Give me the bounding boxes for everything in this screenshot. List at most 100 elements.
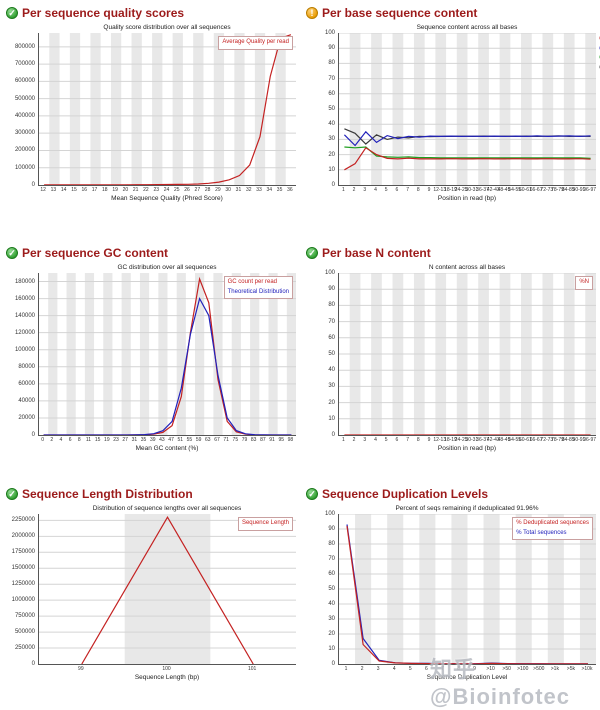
y-tick-label: 400000 (14, 112, 35, 119)
plot-title: Distribution of sequence lengths over al… (92, 505, 242, 512)
legend-entry: %T (599, 36, 600, 46)
y-tick-label: 50 (328, 586, 335, 592)
x-tick-label: 29 (215, 187, 221, 193)
x-tick-label: 27 (122, 437, 128, 443)
x-tick-label: 55 (186, 437, 193, 443)
x-tick-label: 24 (163, 187, 170, 193)
x-tick-label: 48-49 (497, 437, 511, 443)
x-tick-label: 101 (247, 666, 257, 672)
y-tick-label: 70 (328, 75, 335, 82)
x-tick-label: 95 (278, 437, 284, 443)
x-tick-label: 16 (81, 187, 88, 193)
x-tick-label: 35 (276, 187, 283, 193)
x-tick-label: 78-79 (551, 437, 564, 443)
chart-legend: Average Quality per read (218, 36, 293, 50)
x-tick-label: 2 (352, 187, 356, 193)
y-tick-label: 40 (328, 601, 335, 607)
y-tick-label: 1000000 (11, 597, 35, 604)
x-tick-label: 17 (91, 187, 98, 193)
x-tick-label: 87 (260, 437, 266, 443)
x-tick-label: 42-43 (486, 187, 500, 193)
x-tick-label: 79 (241, 437, 248, 443)
x-tick-label: 8 (77, 437, 81, 443)
legend-entry: Average Quality per read (222, 39, 289, 45)
legend-entry: % Deduplicated sequences (516, 520, 589, 526)
section-title: Per sequence quality scores (22, 6, 185, 20)
x-tick-label: 7 (406, 437, 409, 443)
x-tick-label: 6 (68, 437, 72, 443)
y-tick-label: 800000 (14, 43, 35, 50)
x-axis-ticks: 12 13 14 15 16 17 18 19 20 21 22 23 24 25 26 27 28 29 30 31… (38, 186, 296, 194)
chart-legend: %N (575, 276, 593, 290)
x-tick-label: 6 (424, 666, 428, 672)
plot-area: % Deduplicated sequences % Total sequence… (338, 514, 596, 665)
x-tick-label: 1 (341, 437, 345, 443)
legend-entry: %C (599, 46, 600, 56)
x-tick-label: 3 (363, 187, 367, 193)
legend-entry: %G (599, 65, 600, 75)
y-axis-labels: 0 250000 500000 750000 1000000 1250000 1500000… (6, 514, 38, 667)
chart-panel-per-sequence-gc-content: Per sequence GC content GC distribution … (0, 240, 300, 481)
y-tick-label: 700000 (14, 61, 35, 68)
x-tick-label: 84-85 (561, 187, 575, 193)
x-tick-label: 71 (223, 437, 229, 443)
x-tick-label: 28 (204, 187, 211, 193)
y-tick-label: 140000 (14, 312, 35, 319)
x-axis-label: Mean Sequence Quality (Phred Score) (111, 195, 223, 202)
watermark: 知乎 @Bioinfotec (430, 657, 571, 709)
x-tick-label: 100 (162, 666, 171, 672)
x-tick-label: 9 (427, 437, 431, 443)
plot-title: Percent of seqs remaining if deduplicate… (395, 505, 539, 512)
legend-entry: Theoretical Distribution (227, 288, 289, 295)
x-tick-label: 48-49 (497, 187, 511, 193)
x-tick-label: 96-97 (583, 437, 597, 443)
chart-panel-sequence-duplication-levels: Sequence Duplication Levels Percent of s… (300, 481, 600, 699)
x-tick-label: 5 (384, 437, 388, 443)
x-tick-label: 9 (473, 666, 476, 672)
x-tick-label: 20 (122, 187, 129, 193)
y-tick-label: 180000 (14, 278, 35, 285)
y-tick-label: 20 (328, 151, 335, 158)
section-title: Per base sequence content (322, 6, 478, 20)
section-heading: Per sequence GC content (6, 246, 296, 260)
y-tick-label: 80 (328, 302, 335, 309)
x-tick-label: 36-37 (476, 187, 489, 193)
y-tick-label: 0 (331, 432, 335, 438)
x-axis-label: Position in read (bp) (437, 195, 497, 202)
y-tick-label: 40 (328, 367, 335, 374)
status-pass-icon (306, 247, 318, 259)
x-tick-label: 83 (250, 437, 257, 443)
y-tick-label: 50 (328, 351, 335, 357)
x-tick-label: 84-85 (561, 437, 575, 443)
x-tick-label: 39 (149, 437, 156, 443)
x-axis-ticks: 99 100 101 (38, 665, 296, 673)
x-tick-label: 11 (85, 437, 92, 443)
y-tick-label: 40 (328, 121, 335, 128)
x-tick-label: 5 (384, 187, 388, 193)
x-tick-label: 14 (60, 187, 67, 193)
plot-area: %N (338, 273, 596, 436)
y-tick-label: 160000 (14, 295, 35, 302)
x-tick-label: 96-97 (583, 187, 597, 193)
x-tick-label: 36-37 (476, 437, 489, 443)
status-pass-icon (306, 488, 318, 500)
y-tick-label: 0 (31, 661, 35, 667)
y-tick-label: 90 (328, 526, 335, 532)
y-tick-label: 10 (328, 415, 335, 422)
x-tick-label: 30-31 (465, 437, 479, 443)
x-tick-label: 4 (374, 187, 377, 193)
x-tick-label: 63 (205, 437, 211, 443)
x-tick-label: >1k (550, 666, 559, 672)
section-heading: Per base sequence content (306, 6, 596, 20)
y-tick-label: 200000 (14, 147, 35, 154)
x-tick-label: 32 (245, 187, 252, 193)
x-tick-label: 8 (457, 666, 460, 672)
plot-title: Sequence content across all bases (416, 24, 518, 31)
section-heading: Per base N content (306, 246, 596, 260)
x-axis-ticks: 0 2 4 6 8 11 15 19 23 27 31 35 39 43 47 51 55 59 63 67 71 75 7… (38, 436, 296, 444)
section-title: Per sequence GC content (22, 246, 169, 260)
chart-legend: Sequence Length (237, 517, 293, 531)
y-tick-label: 50 (328, 106, 335, 112)
x-tick-label: 23 (153, 187, 159, 193)
